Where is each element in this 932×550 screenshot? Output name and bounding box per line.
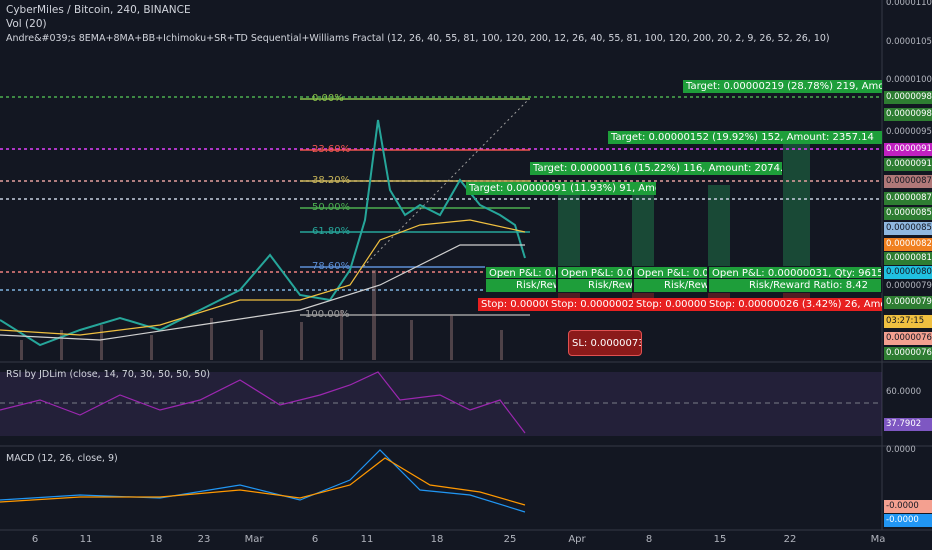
macd-axis-label: 0.0000	[886, 445, 916, 455]
price-axis-label: 0.00000824	[884, 238, 932, 251]
stop-label: Stop: 0.00000028	[633, 298, 708, 311]
fib-level-label: 0.00%	[312, 93, 344, 104]
stop-label: Stop: 0.0000002	[478, 298, 548, 311]
time-axis-label: 6	[31, 534, 39, 545]
price-axis-label: 0.00000878	[884, 175, 932, 188]
price-axis-label: 0.00000762	[884, 332, 932, 345]
rsi-line	[0, 371, 526, 434]
target-label: Target: 0.00000152 (19.92%) 152, Amount:…	[608, 131, 882, 144]
volume	[20, 270, 503, 360]
macd-axis-label: -0.0000	[884, 500, 932, 513]
time-axis-label: 22	[783, 534, 797, 545]
fib-level-label: 78.60%	[312, 261, 351, 272]
rsi-band	[0, 372, 882, 436]
time-axis-label: 18	[149, 534, 163, 545]
symbol-title: CyberMiles / Bitcoin, 240, BINANCE	[6, 4, 191, 16]
target-label: Target: 0.00000116 (15.22%) 116, Amount:…	[530, 162, 782, 175]
price-axis-label: 03:27:15	[884, 315, 932, 328]
time-axis-label: 6	[311, 534, 319, 545]
fib-level-label: 100.00%	[305, 309, 350, 320]
horizontal-levels	[0, 96, 882, 291]
moving-average	[0, 244, 525, 341]
fib-level-label: 38.20%	[312, 175, 351, 186]
price-axis-label: 0.00000819	[884, 252, 932, 265]
time-axis-label: 25	[503, 534, 517, 545]
stop-loss-label: SL: 0.00000735	[568, 330, 642, 356]
open-pnl-label: Open P&L: 0.000	[485, 266, 557, 281]
stop-label: Stop: 0.00000027	[548, 298, 633, 311]
volume-title: Vol (20)	[6, 18, 47, 30]
price-axis-label: 0.00000794	[886, 281, 932, 291]
risk-reward-label: Risk/Rew	[485, 278, 557, 293]
time-axis-label: 8	[645, 534, 653, 545]
time-axis-label: 23	[197, 534, 211, 545]
signal-line	[0, 457, 526, 506]
price-axis-label: 0.00000854	[884, 222, 932, 235]
rsi-axis-label: 37.7902	[884, 418, 932, 431]
stop-label: Stop: 0.00000026 (3.42%) 26, Amount: 750	[706, 298, 882, 311]
time-axis-label: 11	[79, 534, 93, 545]
fib-level-label: 23.60%	[312, 144, 351, 155]
risk-reward-label: Risk/Reward Ratio: 8.42	[708, 278, 882, 293]
fib-level-label: 61.80%	[312, 226, 351, 237]
price-axis-label: 0.00000792	[884, 296, 932, 309]
moving-average	[0, 219, 526, 336]
price-axis-label: 0.00000801	[884, 266, 932, 279]
indicator-title: Andre&#039;s 8EMA+8MA+BB+Ichimoku+SR+TD …	[6, 33, 830, 44]
price-axis-label: 0.00000854	[884, 207, 932, 220]
stop-zones	[558, 290, 810, 298]
macd-title: MACD (12, 26, close, 9)	[6, 453, 118, 464]
macd-axis-label: -0.0000	[884, 514, 932, 527]
fib-level-label: 50.00%	[312, 202, 351, 213]
price-axis-label: 0.00000915	[884, 143, 932, 156]
risk-reward-label: Risk/Rewa	[557, 278, 633, 293]
price-axis-label: 0.00000878	[884, 192, 932, 205]
rsi-title: RSI by JDLim (close, 14, 70, 30, 50, 50,…	[6, 369, 211, 380]
time-axis-label: Mar	[244, 534, 264, 545]
time-axis-label: 11	[360, 534, 374, 545]
time-axis-label: Ma	[870, 534, 886, 545]
time-axis-label: Apr	[568, 534, 586, 545]
target-label: Target: 0.00000091 (11.93%) 91, Amount: …	[466, 182, 656, 195]
target-zones	[558, 140, 810, 267]
time-axis-label: 15	[713, 534, 727, 545]
rsi-axis-label: 60.0000	[886, 387, 922, 397]
risk-reward-label: Risk/Rewa	[633, 278, 708, 293]
target-label: Target: 0.00000219 (28.78%) 219, Amount:…	[683, 80, 882, 93]
price-axis-label: 0.00000763	[884, 347, 932, 360]
price-axis-label: 0.00000915	[884, 158, 932, 171]
time-axis-label: 18	[430, 534, 444, 545]
